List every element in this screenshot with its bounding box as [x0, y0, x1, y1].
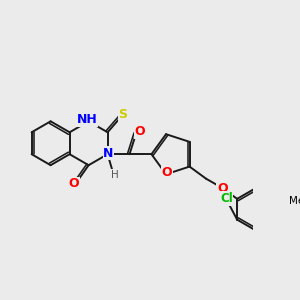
Text: H: H	[111, 169, 118, 179]
Text: Cl: Cl	[220, 192, 233, 205]
Text: S: S	[118, 109, 127, 122]
Text: O: O	[217, 182, 227, 195]
Text: O: O	[134, 125, 145, 138]
Text: O: O	[161, 166, 172, 179]
Text: Me: Me	[289, 196, 300, 206]
Text: NH: NH	[76, 113, 97, 126]
Text: O: O	[69, 178, 79, 190]
Text: N: N	[103, 147, 114, 160]
